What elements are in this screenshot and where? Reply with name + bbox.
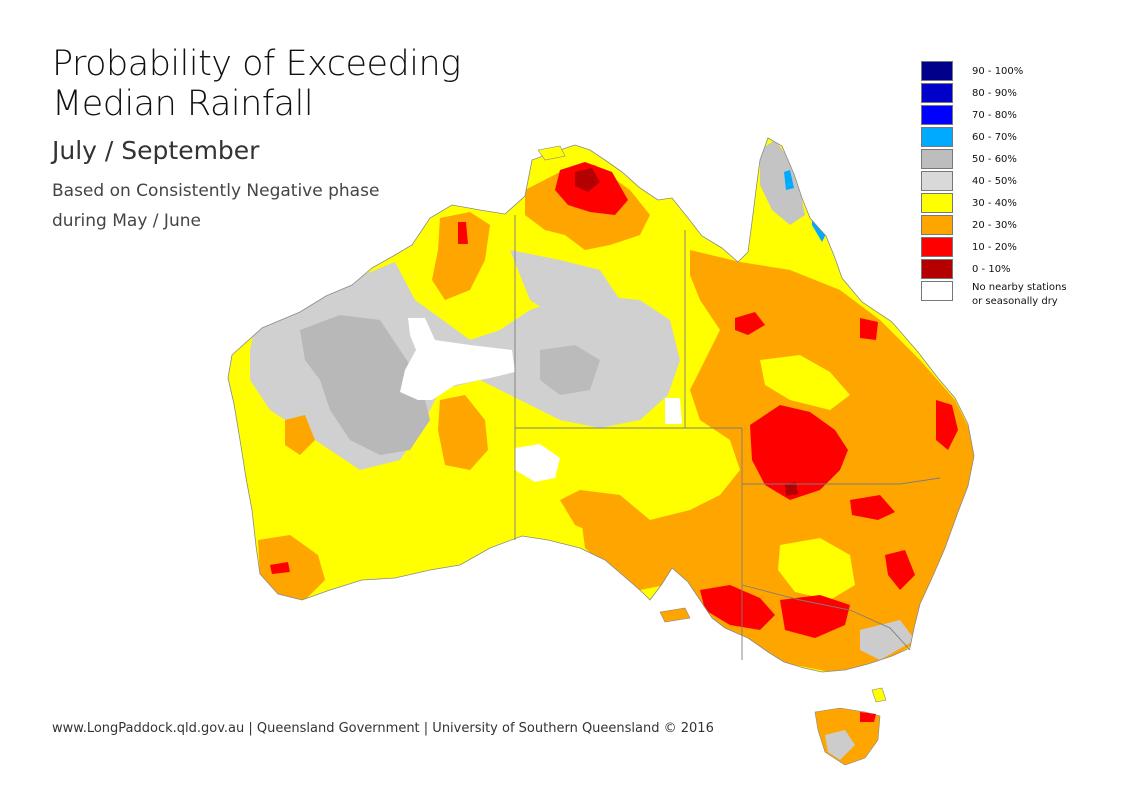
legend-swatch (921, 171, 953, 191)
legend-label: 60 - 70% (972, 132, 1017, 143)
region-40-50-central (510, 250, 620, 330)
legend-item: 30 - 40% (921, 193, 1111, 215)
legend-item: 90 - 100% (921, 61, 1111, 83)
title-line-1: Probability of Exceeding (52, 44, 461, 84)
island-melville (537, 145, 566, 161)
island-flinders (871, 687, 887, 703)
region-50-60-cape (760, 140, 805, 225)
legend-label-no-data: No nearby stations or seasonally dry (972, 281, 1112, 309)
region-no-data-west (400, 318, 515, 400)
region-10-20-sw-dot (270, 562, 290, 574)
legend-label: 20 - 30% (972, 220, 1017, 231)
description: Based on Consistently Negative phase dur… (52, 176, 412, 236)
legend-item: 20 - 30% (921, 215, 1111, 237)
state-borders (514, 215, 941, 660)
legend-swatch (921, 215, 953, 235)
rainfall-regions (250, 140, 974, 672)
subtitle: July / September (52, 136, 260, 165)
region-0-10-qld (785, 482, 798, 496)
region-10-20-vic-east (780, 595, 850, 638)
legend-label: 50 - 60% (972, 154, 1017, 165)
legend-swatch (921, 149, 953, 169)
region-10-20-qld-coast (936, 400, 958, 450)
footer-credits: www.LongPaddock.qld.gov.au | Queensland … (52, 721, 714, 736)
legend-label: 0 - 10% (972, 264, 1011, 275)
legend-swatch (921, 61, 953, 81)
region-30-40-qld (760, 355, 850, 410)
title-block: Probability of Exceeding Median Rainfall… (52, 44, 461, 236)
legend-swatch (921, 105, 953, 125)
legend-swatch (921, 83, 953, 103)
region-50-60-central (540, 345, 600, 395)
tasmania-grey (825, 730, 855, 760)
border-nsw-vic (741, 584, 911, 651)
legend-no-data-line-1: No nearby stations (972, 282, 1067, 293)
legend-label: 80 - 90% (972, 88, 1017, 99)
legend-item: 80 - 90% (921, 83, 1111, 105)
legend-swatch (921, 259, 953, 279)
region-10-20-qld-central (750, 405, 848, 500)
tasmania-red (860, 712, 876, 722)
region-no-data-small (665, 398, 682, 424)
region-20-30-sw (258, 535, 325, 600)
legend-item: 0 - 10% (921, 259, 1111, 281)
legend-swatch (921, 237, 953, 257)
title-line-2: Median Rainfall (52, 84, 314, 124)
legend-label: 40 - 50% (972, 176, 1017, 187)
legend-no-data-line-2: or seasonally dry (972, 296, 1058, 307)
region-10-20-nsw-coast (885, 550, 915, 590)
region-50-60-west (300, 315, 430, 455)
region-20-30-sa (580, 510, 680, 590)
legend: 90 - 100% 80 - 90% 70 - 80% 60 - 70% 50 … (921, 61, 1111, 315)
legend-label: 90 - 100% (972, 66, 1024, 77)
legend-swatch-no-data (921, 281, 953, 301)
border-qld-nsw (742, 477, 941, 485)
region-20-30-mid (438, 395, 488, 470)
region-10-20-vic (700, 585, 775, 630)
legend-label: 70 - 80% (972, 110, 1017, 121)
region-10-20-qld-dot2 (860, 318, 878, 340)
legend-item: 70 - 80% (921, 105, 1111, 127)
legend-item: 10 - 20% (921, 237, 1111, 259)
description-line-1: Based on Consistently Negative phase (52, 181, 380, 201)
region-40-50-se (860, 620, 915, 660)
legend-swatch (921, 193, 953, 213)
legend-label: 30 - 40% (972, 198, 1017, 209)
region-30-40-nsw (778, 538, 855, 600)
legend-item: 50 - 60% (921, 149, 1111, 171)
region-10-20-wa (458, 222, 468, 244)
legend-label: 10 - 20% (972, 242, 1017, 253)
region-20-30-pilbara (432, 212, 490, 300)
region-0-10-gulf (575, 168, 600, 192)
legend-swatch (921, 127, 953, 147)
region-10-20-nsw-mid (850, 495, 895, 520)
region-20-30-wa-coast (285, 415, 315, 455)
region-60-70-cape (784, 170, 794, 190)
description-line-2: during May / June (52, 211, 201, 231)
island-kangaroo (659, 607, 691, 623)
region-no-data-central (515, 444, 560, 482)
legend-item: 60 - 70% (921, 127, 1111, 149)
region-10-20-qld-dot (735, 312, 765, 335)
legend-item-no-data: No nearby stations or seasonally dry (921, 281, 1111, 315)
legend-item: 40 - 50% (921, 171, 1111, 193)
